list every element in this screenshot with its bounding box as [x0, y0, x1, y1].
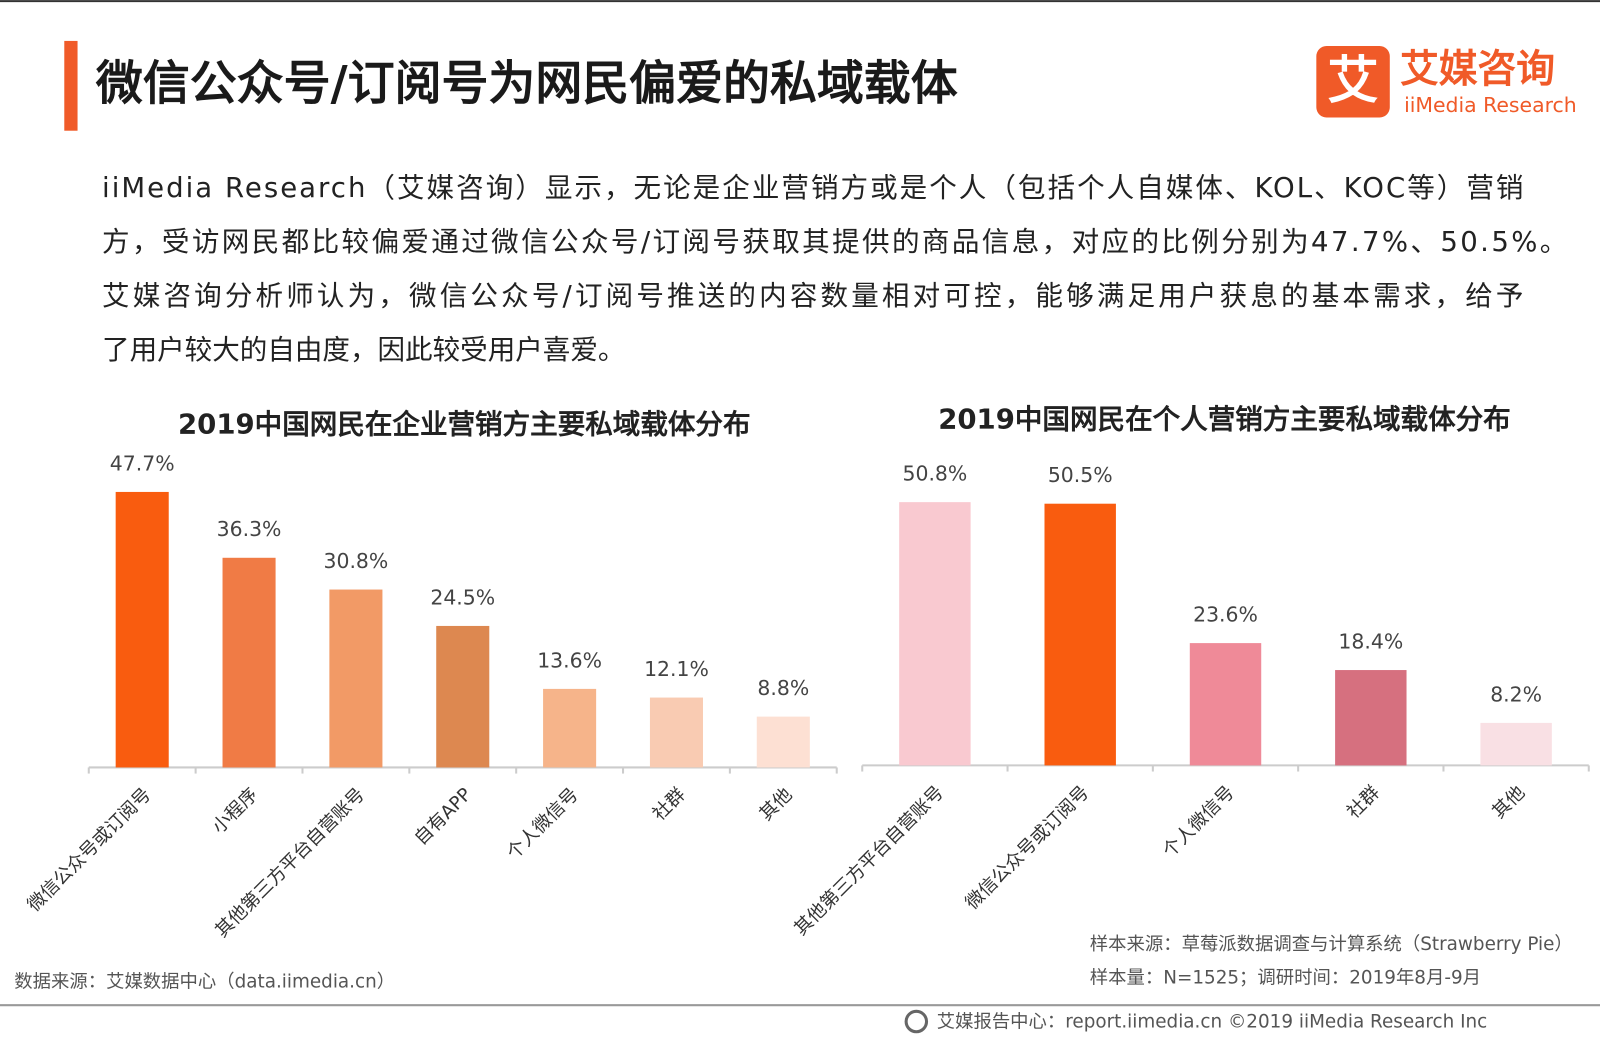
bar: [436, 625, 490, 768]
bar: [543, 688, 597, 768]
category-label: 小程序: [208, 784, 262, 838]
paragraph-line: 艾媒咨询分析师认为，微信公众号/订阅号推送的内容数量相对可控，能够满足用户获息的…: [102, 280, 1523, 312]
category-label: 其他第三方平台自营账号: [790, 782, 948, 940]
category-label: 社群: [1343, 782, 1384, 823]
bar: [899, 502, 971, 766]
category-label: 微信公众号或订阅号: [962, 782, 1094, 914]
value-label: 8.2%: [1490, 682, 1542, 706]
bar: [115, 491, 169, 768]
category-label: 微信公众号或订阅号: [24, 784, 156, 916]
logo-icon-bg: [1316, 46, 1390, 118]
paragraph-line: 了用户较大的自由度，因此较受用户喜爱。: [102, 334, 625, 366]
page-title: 微信公众号/订阅号为网民偏爱的私域载体: [95, 56, 958, 111]
bar: [222, 557, 276, 768]
logo-icon: 艾: [1328, 52, 1379, 111]
title-accent: [64, 40, 78, 131]
value-label: 24.5%: [430, 585, 495, 609]
category-label: 社群: [649, 784, 690, 825]
copyright: 艾媒报告中心：report.iimedia.cn ©2019 iiMedia R…: [937, 1012, 1488, 1033]
data-source: 数据来源：艾媒数据中心（data.iimedia.cn）: [14, 972, 395, 993]
value-label: 12.1%: [644, 657, 709, 681]
chart-title: 2019中国网民在个人营销方主要私域载体分布: [938, 404, 1511, 436]
chart-title: 2019中国网民在企业营销方主要私域载体分布: [178, 409, 751, 441]
bar: [756, 716, 810, 768]
category-label: 其他: [1488, 782, 1529, 823]
footer-icon: [904, 1009, 929, 1034]
value-label: 36.3%: [217, 517, 282, 541]
value-label: 50.8%: [903, 462, 968, 486]
category-label: 其他: [756, 784, 797, 825]
category-label: 个人微信号: [503, 784, 583, 864]
sample-source: 样本来源：草莓派数据调查与计算系统（Strawberry Pie）: [1090, 934, 1573, 955]
value-label: 47.7%: [110, 451, 175, 475]
paragraph-line: 方，受访网民都比较偏爱通过微信公众号/订阅号获取其提供的商品信息，对应的比例分别…: [102, 226, 1567, 258]
bar: [1335, 670, 1407, 766]
paragraph-line: iiMedia Research（艾媒咨询）显示，无论是企业营销方或是个人（包括…: [102, 172, 1523, 204]
value-label: 23.6%: [1193, 603, 1258, 627]
bar: [1044, 503, 1116, 766]
bar: [1189, 643, 1262, 766]
sample-size: 样本量：N=1525；调研时间：2019年8月-9月: [1090, 968, 1481, 989]
value-label: 18.4%: [1338, 630, 1403, 654]
category-label: 自有APP: [411, 784, 476, 849]
value-label: 30.8%: [324, 549, 389, 573]
logo-en: iiMedia Research: [1404, 93, 1577, 117]
category-label: 个人微信号: [1159, 782, 1239, 862]
bar: [329, 589, 383, 768]
bar: [1480, 722, 1552, 766]
bar: [649, 697, 703, 768]
value-label: 50.5%: [1048, 463, 1113, 487]
value-label: 8.8%: [757, 676, 809, 700]
logo-name: 艾媒咨询: [1400, 47, 1555, 92]
value-label: 13.6%: [537, 648, 602, 672]
